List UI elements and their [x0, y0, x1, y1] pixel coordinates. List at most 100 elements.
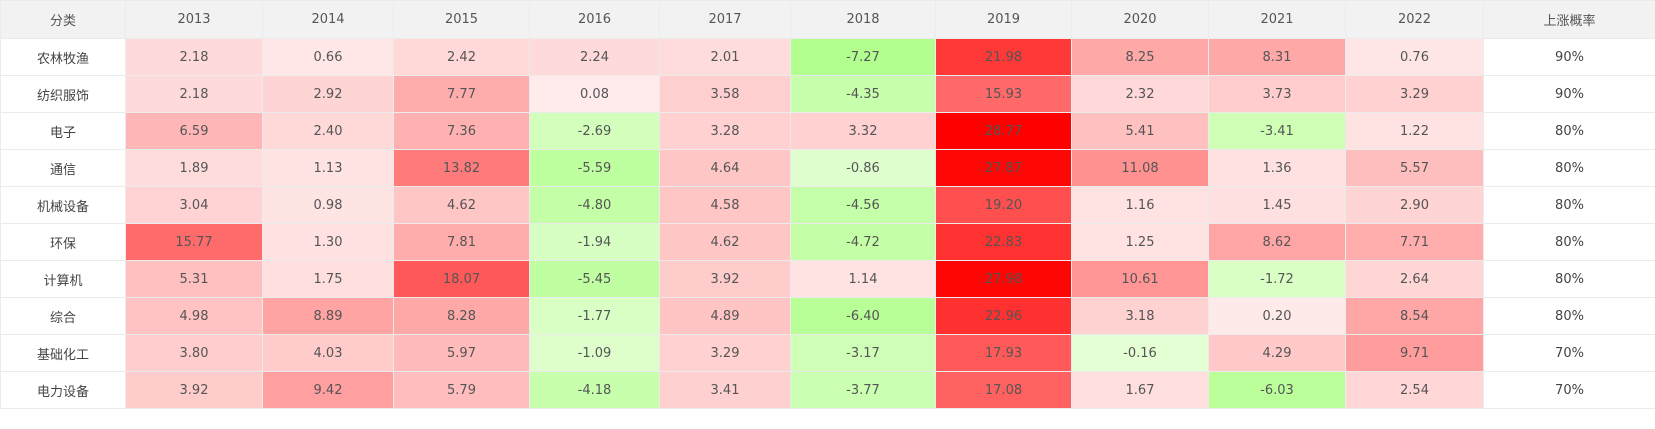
probability-cell: 80%	[1483, 149, 1655, 187]
heat-cell: 8.89	[262, 297, 394, 335]
table-row: 环保 15.77 1.30 7.81 -1.94 4.62 -4.72 22.83 1.25 8.…	[0, 223, 1655, 261]
heat-cell: 5.57	[1345, 149, 1484, 187]
heat-cell: 1.67	[1071, 371, 1209, 409]
heat-cell: 3.41	[659, 371, 791, 409]
heat-cell: 21.98	[935, 38, 1072, 76]
heat-cell: 5.97	[393, 334, 530, 372]
probability-cell: 70%	[1483, 334, 1655, 372]
heat-cell: 5.41	[1071, 112, 1209, 150]
heat-cell: 1.25	[1071, 223, 1209, 261]
probability-cell: 80%	[1483, 260, 1655, 298]
heat-cell: 5.79	[393, 371, 530, 409]
heat-cell: 1.45	[1208, 186, 1346, 224]
heat-cell: 7.71	[1345, 223, 1484, 261]
header-year[interactable]: 2019	[935, 0, 1072, 39]
heat-cell: 8.31	[1208, 38, 1346, 76]
header-year[interactable]: 2015	[393, 0, 530, 39]
heat-cell: 4.64	[659, 149, 791, 187]
header-year[interactable]: 2018	[790, 0, 936, 39]
category-cell: 电子	[0, 112, 126, 150]
heat-cell: 9.71	[1345, 334, 1484, 372]
header-category[interactable]: 分类	[0, 0, 126, 39]
heat-cell: -4.80	[529, 186, 660, 224]
heat-cell: 6.59	[125, 112, 263, 150]
heat-cell: -3.41	[1208, 112, 1346, 150]
header-year[interactable]: 2014	[262, 0, 394, 39]
heat-cell: 17.08	[935, 371, 1072, 409]
heat-cell: 8.62	[1208, 223, 1346, 261]
heat-cell: 15.77	[125, 223, 263, 261]
heat-cell: 17.93	[935, 334, 1072, 372]
header-year[interactable]: 2021	[1208, 0, 1346, 39]
heat-cell: 3.04	[125, 186, 263, 224]
heat-cell: 4.89	[659, 297, 791, 335]
heat-cell: 0.98	[262, 186, 394, 224]
heat-cell: 3.32	[790, 112, 936, 150]
category-cell: 机械设备	[0, 186, 126, 224]
heat-cell: 1.14	[790, 260, 936, 298]
heat-cell: 9.42	[262, 371, 394, 409]
heat-cell: -4.18	[529, 371, 660, 409]
table-row: 计算机 5.31 1.75 18.07 -5.45 3.92 1.14 27.98 10.61-…	[0, 260, 1655, 298]
table-row: 基础化工 3.80 4.03 5.97 -1.09 3.29 -3.17 17.93 -0.16…	[0, 334, 1655, 372]
heat-cell: -6.40	[790, 297, 936, 335]
heat-cell: 3.92	[659, 260, 791, 298]
category-cell: 农林牧渔	[0, 38, 126, 76]
heat-cell: 19.20	[935, 186, 1072, 224]
category-cell: 纺织服饰	[0, 75, 126, 113]
header-year[interactable]: 2022	[1345, 0, 1484, 39]
category-cell: 电力设备	[0, 371, 126, 409]
table-row: 通信 1.89 1.13 13.82 -5.59 4.64 -0.86 27.87 11.08 1…	[0, 149, 1655, 187]
heatmap-body: 农林牧渔 2.18 0.66 2.42 2.24 2.01 -7.27 21.98 8.25 8.…	[0, 38, 1655, 409]
heat-cell: 18.07	[393, 260, 530, 298]
heat-cell: 1.22	[1345, 112, 1484, 150]
table-row: 综合 4.98 8.89 8.28 -1.77 4.89 -6.40 22.96 3.18 0.2…	[0, 297, 1655, 335]
header-year[interactable]: 2017	[659, 0, 791, 39]
header-probability[interactable]: 上涨概率	[1483, 0, 1655, 39]
heat-cell: 7.77	[393, 75, 530, 113]
heat-cell: -0.86	[790, 149, 936, 187]
heat-cell: 8.28	[393, 297, 530, 335]
header-year[interactable]: 2016	[529, 0, 660, 39]
header-year[interactable]: 2020	[1071, 0, 1209, 39]
heat-cell: 1.30	[262, 223, 394, 261]
heat-cell: 7.36	[393, 112, 530, 150]
heat-cell: 3.73	[1208, 75, 1346, 113]
heat-cell: 4.98	[125, 297, 263, 335]
header-year[interactable]: 2013	[125, 0, 263, 39]
heat-cell: 2.01	[659, 38, 791, 76]
heat-cell: -4.72	[790, 223, 936, 261]
heat-cell: 2.54	[1345, 371, 1484, 409]
table-row: 电子 6.59 2.40 7.36 -2.69 3.28 3.32 28.77 5.41 -3.4…	[0, 112, 1655, 150]
heat-cell: 22.96	[935, 297, 1072, 335]
heat-cell: 4.03	[262, 334, 394, 372]
heat-cell: 0.76	[1345, 38, 1484, 76]
heat-cell: 15.93	[935, 75, 1072, 113]
heat-cell: -4.35	[790, 75, 936, 113]
heat-cell: 13.82	[393, 149, 530, 187]
heat-cell: 3.18	[1071, 297, 1209, 335]
heat-cell: 2.32	[1071, 75, 1209, 113]
heat-cell: 2.64	[1345, 260, 1484, 298]
heat-cell: -2.69	[529, 112, 660, 150]
probability-cell: 80%	[1483, 297, 1655, 335]
heat-cell: -3.77	[790, 371, 936, 409]
heat-cell: -5.59	[529, 149, 660, 187]
heat-cell: -5.45	[529, 260, 660, 298]
heat-cell: 3.28	[659, 112, 791, 150]
heat-cell: -1.94	[529, 223, 660, 261]
heat-cell: 2.18	[125, 38, 263, 76]
heat-cell: 3.80	[125, 334, 263, 372]
heat-cell: 0.08	[529, 75, 660, 113]
heat-cell: 2.18	[125, 75, 263, 113]
probability-cell: 70%	[1483, 371, 1655, 409]
heat-cell: 3.58	[659, 75, 791, 113]
heat-cell: 3.29	[1345, 75, 1484, 113]
heat-cell: 4.62	[393, 186, 530, 224]
heat-cell: -4.56	[790, 186, 936, 224]
heat-cell: 22.83	[935, 223, 1072, 261]
probability-cell: 80%	[1483, 112, 1655, 150]
heat-cell: 2.42	[393, 38, 530, 76]
category-cell: 通信	[0, 149, 126, 187]
heat-cell: 28.77	[935, 112, 1072, 150]
